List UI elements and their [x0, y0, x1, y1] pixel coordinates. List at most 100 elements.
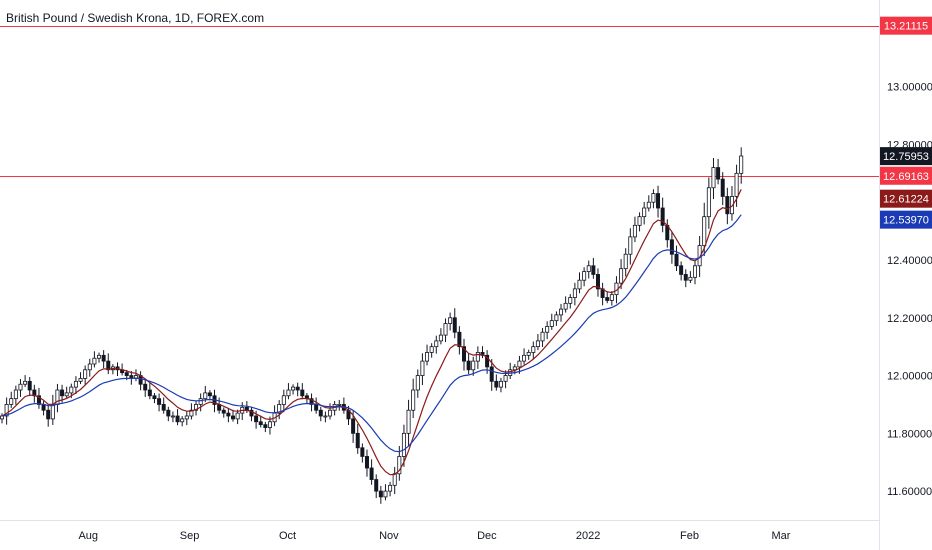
candle-body: [60, 389, 65, 397]
candle-body: [27, 380, 32, 391]
candle-body: [549, 320, 554, 327]
candle-body: [46, 409, 51, 420]
candle-body: [522, 354, 527, 362]
candle-body: [651, 193, 656, 203]
candle-body: [711, 167, 716, 189]
price-badge-label: 12.53970: [883, 215, 929, 227]
x-tick-label: Sep: [180, 530, 200, 542]
candle-body: [563, 302, 568, 310]
candle-body: [175, 415, 180, 423]
candle-body: [147, 389, 152, 397]
candle-body: [568, 297, 573, 304]
candle-body: [277, 404, 282, 414]
candle-body: [9, 398, 14, 405]
candle-body: [466, 360, 471, 371]
candle-body: [688, 276, 693, 281]
candle-body: [498, 380, 503, 388]
x-tick-label: Aug: [78, 530, 98, 542]
candle-body: [457, 331, 462, 348]
candle-body: [143, 383, 148, 391]
candle-body: [41, 404, 46, 411]
candle-body: [203, 392, 208, 400]
candle-body: [656, 193, 661, 209]
horizontal-lines: [0, 26, 879, 177]
candle-body: [355, 432, 360, 449]
x-tick-label: Dec: [477, 530, 497, 542]
candle-body: [328, 409, 333, 417]
candle-body: [531, 346, 536, 353]
candle-body: [244, 406, 249, 411]
candle-body: [619, 268, 624, 284]
candle-body: [503, 375, 508, 382]
price-badges: 12.75953 12.69163 12.61224 12.53970 13.21115: [880, 16, 932, 229]
candle-body: [157, 398, 162, 405]
candle-body: [628, 236, 633, 255]
candle-body: [263, 424, 268, 428]
candle-body: [637, 216, 642, 226]
candle-body: [364, 456, 369, 469]
candle-body: [401, 432, 406, 457]
candle-body: [485, 354, 490, 368]
candle-body: [669, 239, 674, 255]
candle-body: [18, 383, 23, 391]
y-tick-label: 11.60000: [887, 486, 932, 498]
candle-body: [0, 415, 4, 420]
x-tick-label: Mar: [771, 530, 790, 542]
candle-body: [92, 357, 97, 365]
candle-body: [591, 265, 596, 275]
candle-body: [207, 392, 212, 397]
x-tick-label: Oct: [279, 530, 296, 542]
candle-body: [101, 354, 106, 362]
y-tick-label: 13.00000: [887, 82, 932, 94]
candle-body: [152, 395, 157, 400]
candle-body: [425, 352, 430, 362]
candle-body: [494, 380, 499, 388]
candle-body: [725, 196, 730, 215]
candle-body: [36, 395, 41, 405]
moving-averages: [1, 189, 742, 476]
candle-body: [87, 363, 92, 371]
candle-body: [4, 404, 9, 417]
candle-body: [535, 340, 540, 348]
candle-body: [420, 360, 425, 376]
candle-body: [642, 207, 647, 218]
candle-body: [226, 412, 231, 417]
candle-body: [554, 314, 559, 322]
candle-body: [706, 187, 711, 218]
y-tick-label: 12.40000: [887, 255, 932, 267]
candle-body: [309, 398, 314, 405]
candle-body: [221, 409, 226, 414]
candle-body: [448, 317, 453, 324]
candle-body: [489, 366, 494, 382]
y-tick-label: 12.00000: [887, 371, 932, 383]
candle-body: [545, 326, 550, 333]
candle-body: [254, 415, 259, 423]
candle-body: [180, 418, 185, 423]
candle-body: [106, 360, 111, 371]
candle-body: [198, 398, 203, 405]
candle-body: [337, 404, 342, 406]
candle-body: [434, 340, 439, 348]
candle-body: [415, 375, 420, 391]
candle-body: [378, 490, 383, 498]
candle-body: [64, 392, 69, 397]
candle-body: [411, 389, 416, 411]
candle-body: [406, 409, 411, 434]
candle-body: [161, 404, 166, 411]
candle-body: [286, 389, 291, 397]
candle-body: [50, 404, 55, 420]
candle-body: [429, 346, 434, 353]
x-tick-label: 2022: [576, 530, 600, 542]
candle-body: [318, 409, 323, 417]
candle-body: [249, 409, 254, 417]
candle-body: [23, 380, 28, 385]
candle-body: [78, 378, 83, 382]
candle-body: [314, 404, 319, 411]
moving-average-line: [1, 189, 742, 476]
candle-body: [572, 288, 577, 298]
price-badge: [880, 210, 932, 229]
candle-body: [83, 369, 88, 379]
candle-body: [512, 366, 517, 371]
candle-body: [369, 467, 374, 480]
